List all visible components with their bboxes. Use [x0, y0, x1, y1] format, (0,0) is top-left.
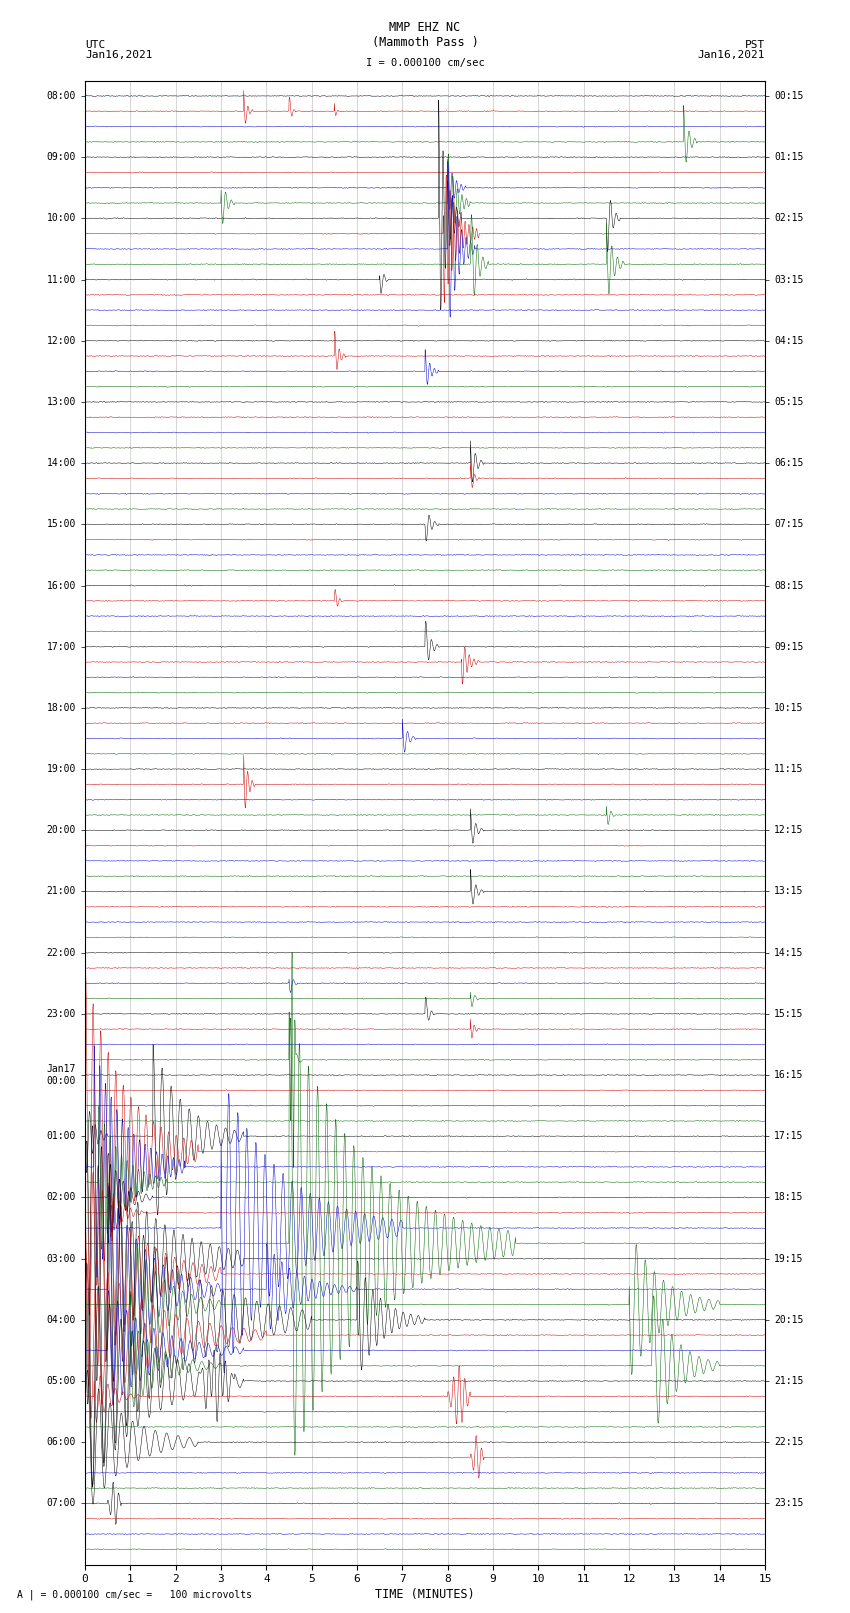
Text: Jan16,2021: Jan16,2021	[698, 50, 765, 60]
X-axis label: TIME (MINUTES): TIME (MINUTES)	[375, 1589, 475, 1602]
Text: PST: PST	[745, 40, 765, 50]
Title: MMP EHZ NC
(Mammoth Pass ): MMP EHZ NC (Mammoth Pass )	[371, 21, 479, 48]
Text: UTC: UTC	[85, 40, 105, 50]
Text: I = 0.000100 cm/sec: I = 0.000100 cm/sec	[366, 58, 484, 68]
Text: Jan16,2021: Jan16,2021	[85, 50, 152, 60]
Text: A | = 0.000100 cm/sec =   100 microvolts: A | = 0.000100 cm/sec = 100 microvolts	[17, 1589, 252, 1600]
